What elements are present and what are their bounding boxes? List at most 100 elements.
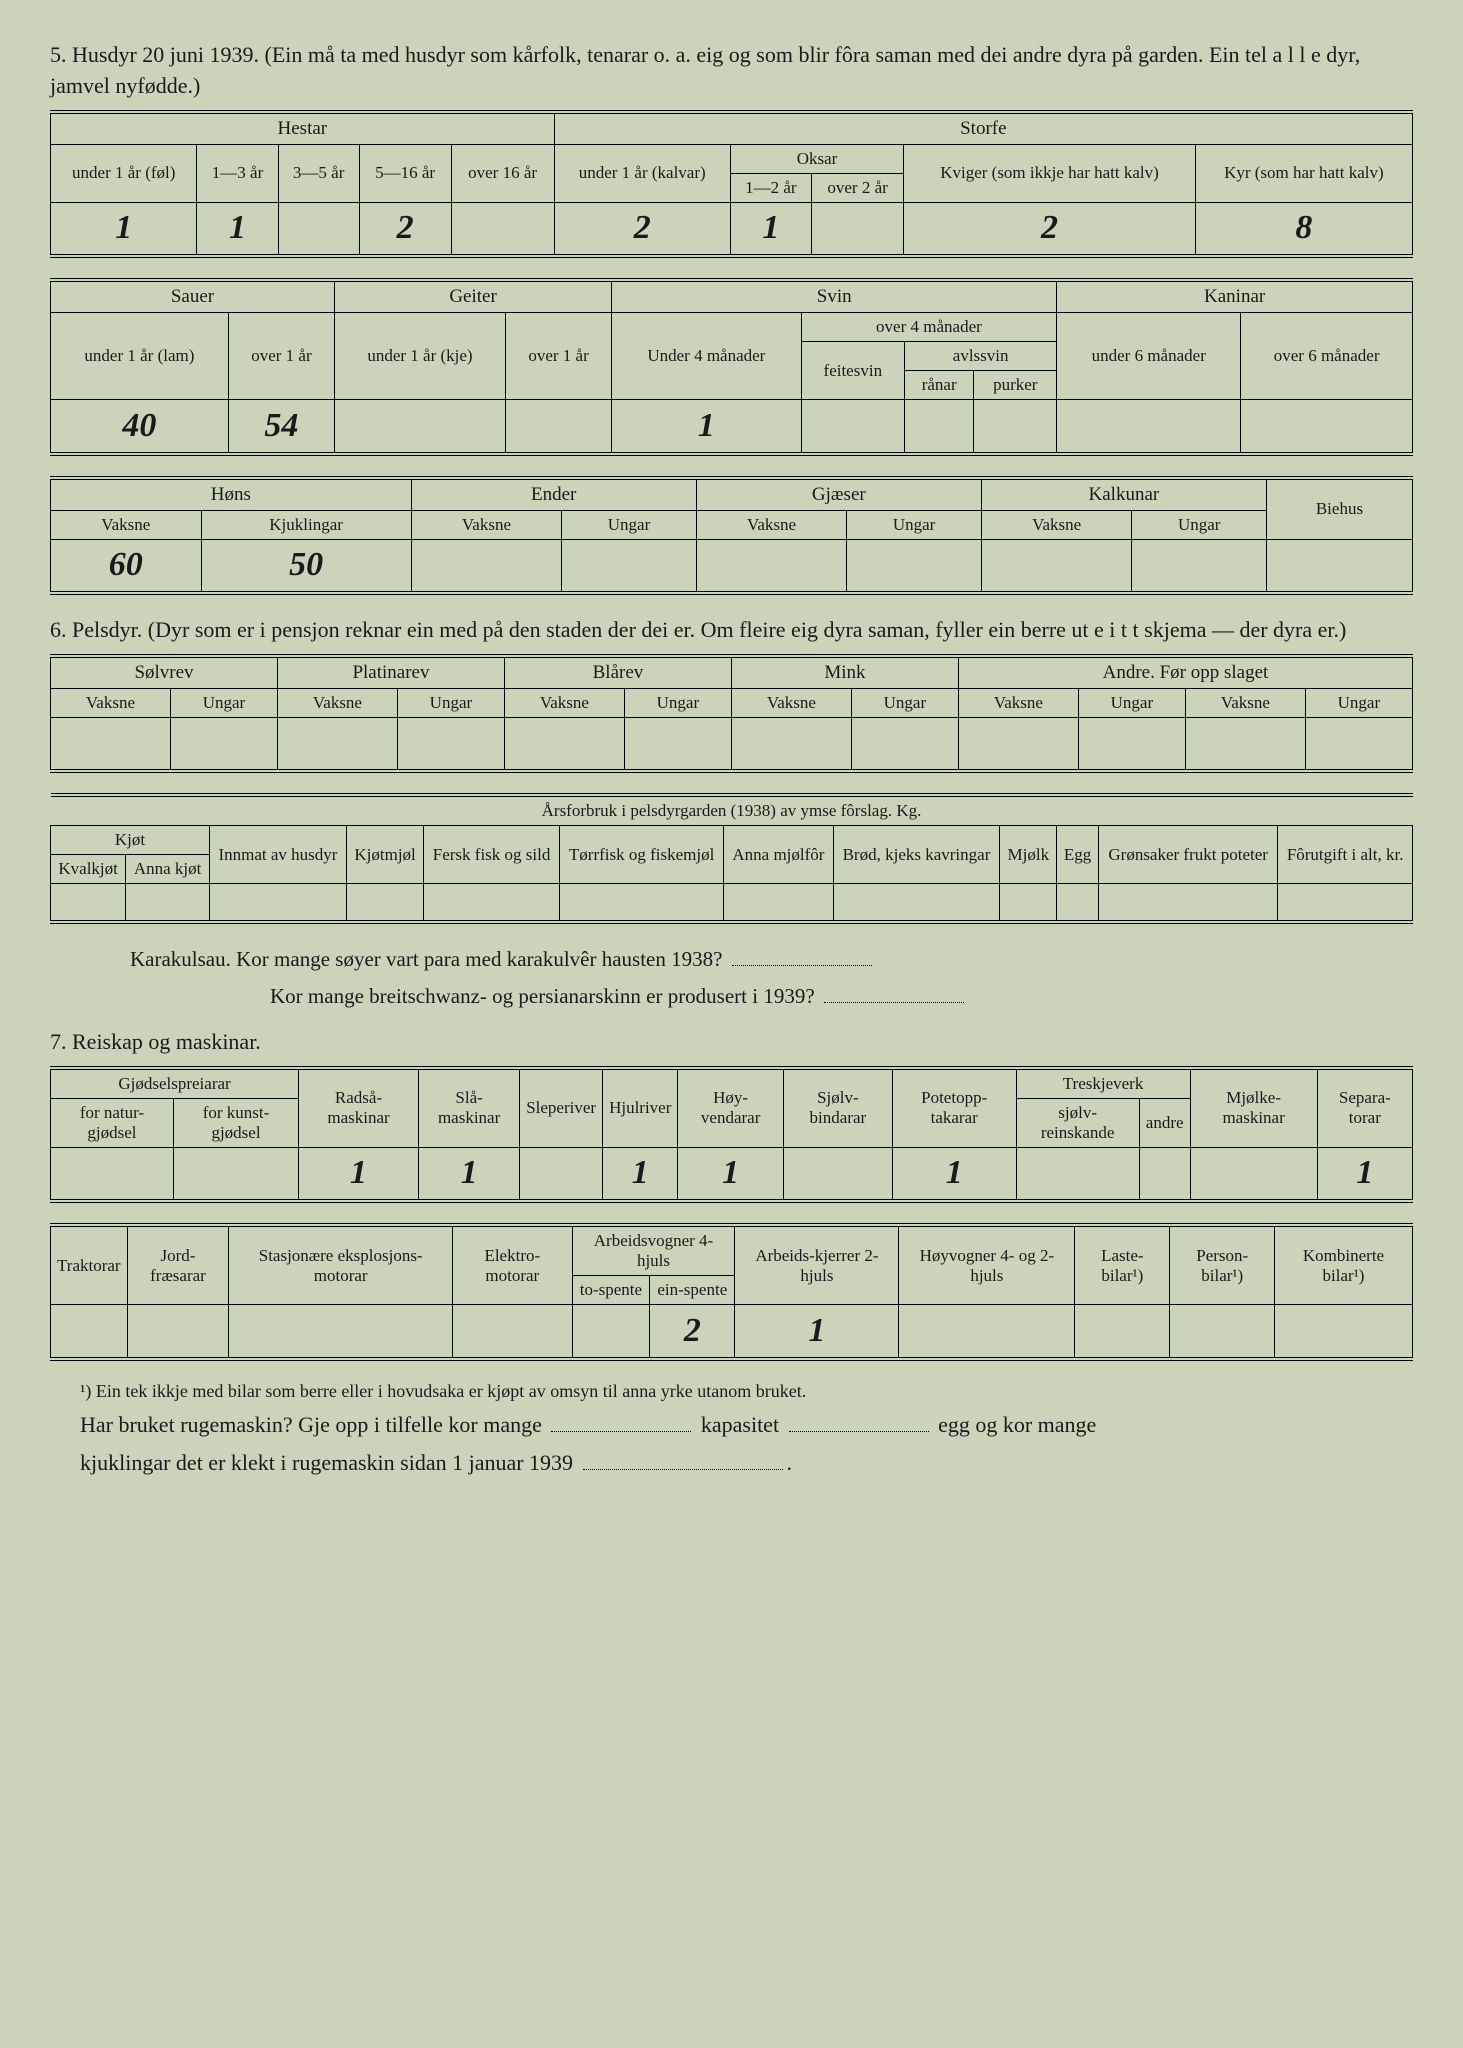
hdr-andre: Andre. Før opp slaget [958,656,1412,689]
karakul-q1: Karakulsau. Kor mange søyer vart para me… [130,944,1413,976]
cell-storfe-0: 2 [554,202,730,256]
cell-eq1-6: 1 [678,1147,784,1201]
blank-line [789,1431,929,1432]
col-sjolv: Sjølv-bindarar [783,1068,892,1148]
col-kjot: Kjøt [51,826,210,855]
col-egg: Egg [1057,826,1099,884]
section5-number: 5. [50,42,67,67]
section6-title: Pelsdyr. (Dyr som er i pensjon reknar ei… [72,617,1346,642]
col-feitesvin: feitesvin [801,342,904,400]
cell-eq2-0 [51,1305,128,1359]
table-horses-cattle: Hestar Storfe under 1 år (føl) 1—3 år 3—… [50,110,1413,259]
cell-poultry-2 [411,539,562,593]
cell-fur-2 [277,717,397,771]
col-kalk-ungar: Ungar [1132,510,1267,539]
section5-title: Husdyr 20 juni 1939. (Ein må ta med husd… [50,42,1360,98]
section7-heading: 7. Reiskap og maskinar. [50,1027,1413,1058]
incubator-q2-text: kjuklingar det er klekt i rugemaskin sid… [80,1450,573,1475]
col-kanin-under6: under 6 månader [1057,313,1241,400]
cell-poultry-4 [696,539,847,593]
incubator-q2: kjuklingar det er klekt i rugemaskin sid… [80,1448,1413,1479]
cell-feed-6 [724,884,833,922]
col-tospente: to-spente [572,1276,650,1305]
col-hoy: Høy-vendarar [678,1068,784,1148]
cell-svin-1 [801,400,904,454]
cell-poultry-5 [847,539,982,593]
col-person: Person-bilar¹) [1170,1225,1275,1305]
col-fur-v3: Vaksne [731,688,851,717]
hdr-arbeidsvogner: Arbeidsvogner 4-hjuls [572,1225,735,1276]
col-kunst: for kunst-gjødsel [173,1098,298,1147]
col-mjolk: Mjølk [1000,826,1057,884]
col-under1-fol: under 1 år (føl) [51,144,197,202]
table-feed: Årsforbruk i pelsdyrgarden (1938) av yms… [50,793,1413,924]
hdr-geiter: Geiter [334,280,611,313]
hdr-ender: Ender [411,478,696,511]
section7-number: 7. [50,1029,67,1054]
col-hons-vaksne: Vaksne [51,510,202,539]
col-kjotmjol: Kjøtmjøl [346,826,423,884]
col-oksar-1-2: 1—2 år [730,173,811,202]
cell-svin-2 [905,400,974,454]
col-fersk: Fersk fisk og sild [424,826,560,884]
cell-eq2-4 [572,1305,650,1359]
cell-eq2-9 [1170,1305,1275,1359]
col-traktorar: Traktorar [51,1225,128,1305]
col-hjulriver: Hjulriver [603,1068,678,1148]
col-fur-u2: Ungar [624,688,731,717]
cell-eq2-2 [229,1305,453,1359]
cell-eq2-8 [1075,1305,1170,1359]
col-fur-v1: Vaksne [277,688,397,717]
section7-title: Reiskap og maskinar. [72,1029,261,1054]
col-ender-ungar: Ungar [562,510,697,539]
hdr-svin: Svin [612,280,1057,313]
cell-fur-4 [504,717,624,771]
cell-eq2-6: 1 [735,1305,899,1359]
hdr-hestar: Hestar [51,112,555,145]
cell-fur-11 [1305,717,1412,771]
cell-feed-8 [1000,884,1057,922]
cell-fur-5 [624,717,731,771]
col-innmat: Innmat av husdyr [209,826,346,884]
cell-feed-3 [346,884,423,922]
cell-fur-0 [51,717,171,771]
col-kje: under 1 år (kje) [334,313,505,400]
table-equip1: Gjødselspreiarar Radså-maskinar Slå-mask… [50,1066,1413,1204]
cell-sau-0: 40 [51,400,229,454]
cell-feed-5 [559,884,724,922]
cell-poultry-3 [562,539,697,593]
cell-svin-0: 1 [612,400,801,454]
blank-line [824,1002,964,1003]
cell-feed-2 [209,884,346,922]
col-andre: andre [1139,1098,1190,1147]
col-potet: Potetopp-takarar [892,1068,1016,1148]
blank-line [732,965,872,966]
incubator-q1: Har bruket rugemaskin? Gje opp i tilfell… [80,1410,1413,1441]
col-torr: Tørrfisk og fiskemjøl [559,826,724,884]
hdr-gjaeser: Gjæser [696,478,981,511]
col-gj-vaksne: Vaksne [696,510,847,539]
cell-eq1-8: 1 [892,1147,1016,1201]
cell-storfe-3: 2 [904,202,1195,256]
hdr-platinarev: Platinarev [277,656,504,689]
col-lam: under 1 år (lam) [51,313,229,400]
cell-poultry-7 [1132,539,1267,593]
col-fur-v4: Vaksne [958,688,1078,717]
cell-kanin-1 [1241,400,1413,454]
col-arbeidskjerrer: Arbeids-kjerrer 2-hjuls [735,1225,899,1305]
cell-fur-3 [397,717,504,771]
col-stasj: Stasjonære eksplosjons-motorar [229,1225,453,1305]
cell-storfe-1: 1 [730,202,811,256]
cell-hest-4 [451,202,554,256]
hdr-mink: Mink [731,656,958,689]
col-3-5: 3—5 år [278,144,359,202]
col-kvalkjot: Kvalkjøt [51,855,126,884]
col-geit-over1: over 1 år [505,313,611,400]
karakul-q2: Kor mange breitschwanz- og persianarskin… [270,981,1413,1013]
col-elektro: Elektro-motorar [452,1225,572,1305]
incubator-q1b: kapasitet [701,1412,779,1437]
cell-fur-8 [958,717,1078,771]
section5-heading: 5. Husdyr 20 juni 1939. (Ein må ta med h… [50,40,1413,102]
col-brod: Brød, kjeks kavringar [833,826,1000,884]
col-sleperiver: Sleperiver [520,1068,603,1148]
